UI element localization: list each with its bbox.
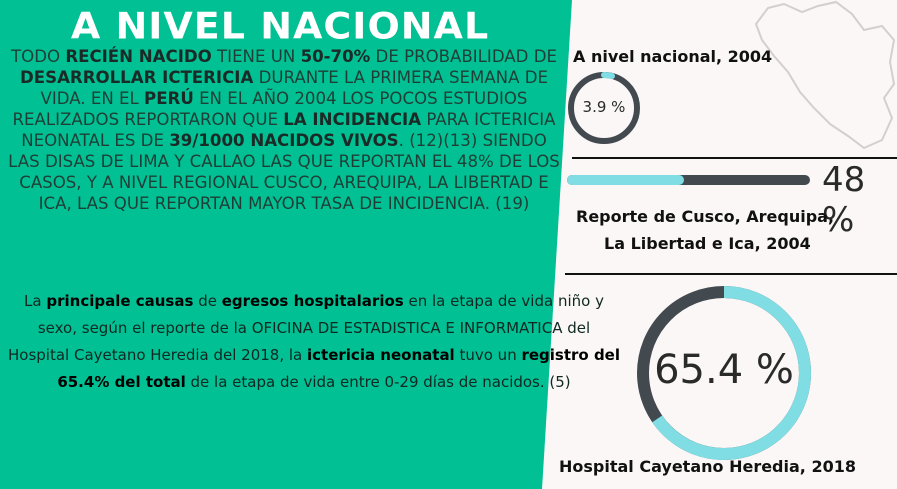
para1-run-10: PARA ICTERICIA NEONATAL ES DE: [21, 110, 556, 150]
divider-line-1: [572, 157, 897, 159]
para1-run-8: EN EL AÑO 2004 LOS POCOS ESTUDIOS REALIZ…: [12, 89, 528, 129]
regional-stat-label-line1: Reporte de Cusco, Arequipa,: [576, 207, 835, 226]
intro-paragraph: TODO RECIÉN NACIDO TIENE UN 50-70% DE PR…: [6, 46, 562, 214]
para2-run-7: registro del 65.4% del total: [57, 346, 620, 391]
para2-run-3: egresos hospitalarios: [221, 292, 404, 310]
regional-progress-bar: [567, 175, 810, 185]
national-progress-ring: [568, 72, 640, 144]
page-title: A NIVEL NACIONAL: [70, 5, 490, 47]
para1-run-0: TODO: [11, 47, 66, 66]
para1-run-9: LA INCIDENCIA: [283, 110, 422, 129]
para2-run-4: en la etapa de vida niño y sexo, según e…: [8, 292, 604, 364]
para2-run-0: La: [24, 292, 47, 310]
para1-run-6: DURANTE LA PRIMERA SEMANA DE VIDA. EN EL: [40, 68, 548, 108]
national-stat-value: 3.9 %: [582, 98, 626, 116]
hospital-paragraph: La principale causas de egresos hospital…: [6, 288, 622, 396]
regional-progress-fill: [567, 175, 684, 185]
regional-stat-label-line2: La Libertad e Ica, 2004: [604, 234, 811, 253]
national-stat-label: A nivel nacional, 2004: [573, 47, 773, 66]
para1-run-4: DE PROBABILIDAD DE: [370, 47, 557, 66]
para2-run-5: ictericia neonatal: [307, 346, 455, 364]
para1-run-12: . (12)(13) SIENDO LAS DISAS DE LIMA Y CA…: [8, 131, 560, 213]
peru-map-icon: [754, 0, 896, 150]
para2-run-8: de la etapa de vida entre 0-29 días de n…: [185, 373, 571, 391]
para1-run-2: TIENE UN: [211, 47, 301, 66]
para1-run-1: RECIÉN NACIDO: [65, 47, 212, 66]
regional-stat-value: 48 %: [822, 160, 866, 240]
para1-run-5: DESARROLLAR ICTERICIA: [20, 68, 254, 87]
para1-run-3: 50-70%: [300, 47, 371, 66]
hospital-stat-value: 65.4 %: [654, 347, 794, 393]
hospital-progress-ring: [637, 286, 811, 460]
para1-run-11: 39/1000 NACIDOS VIVOS: [169, 131, 399, 150]
para2-run-2: de: [193, 292, 222, 310]
hospital-stat-label: Hospital Cayetano Heredia, 2018: [559, 457, 856, 476]
para2-run-6: tuvo un: [454, 346, 522, 364]
para1-run-7: PERÚ: [144, 89, 194, 108]
para2-run-1: principale causas: [46, 292, 194, 310]
divider-line-2: [565, 273, 897, 275]
